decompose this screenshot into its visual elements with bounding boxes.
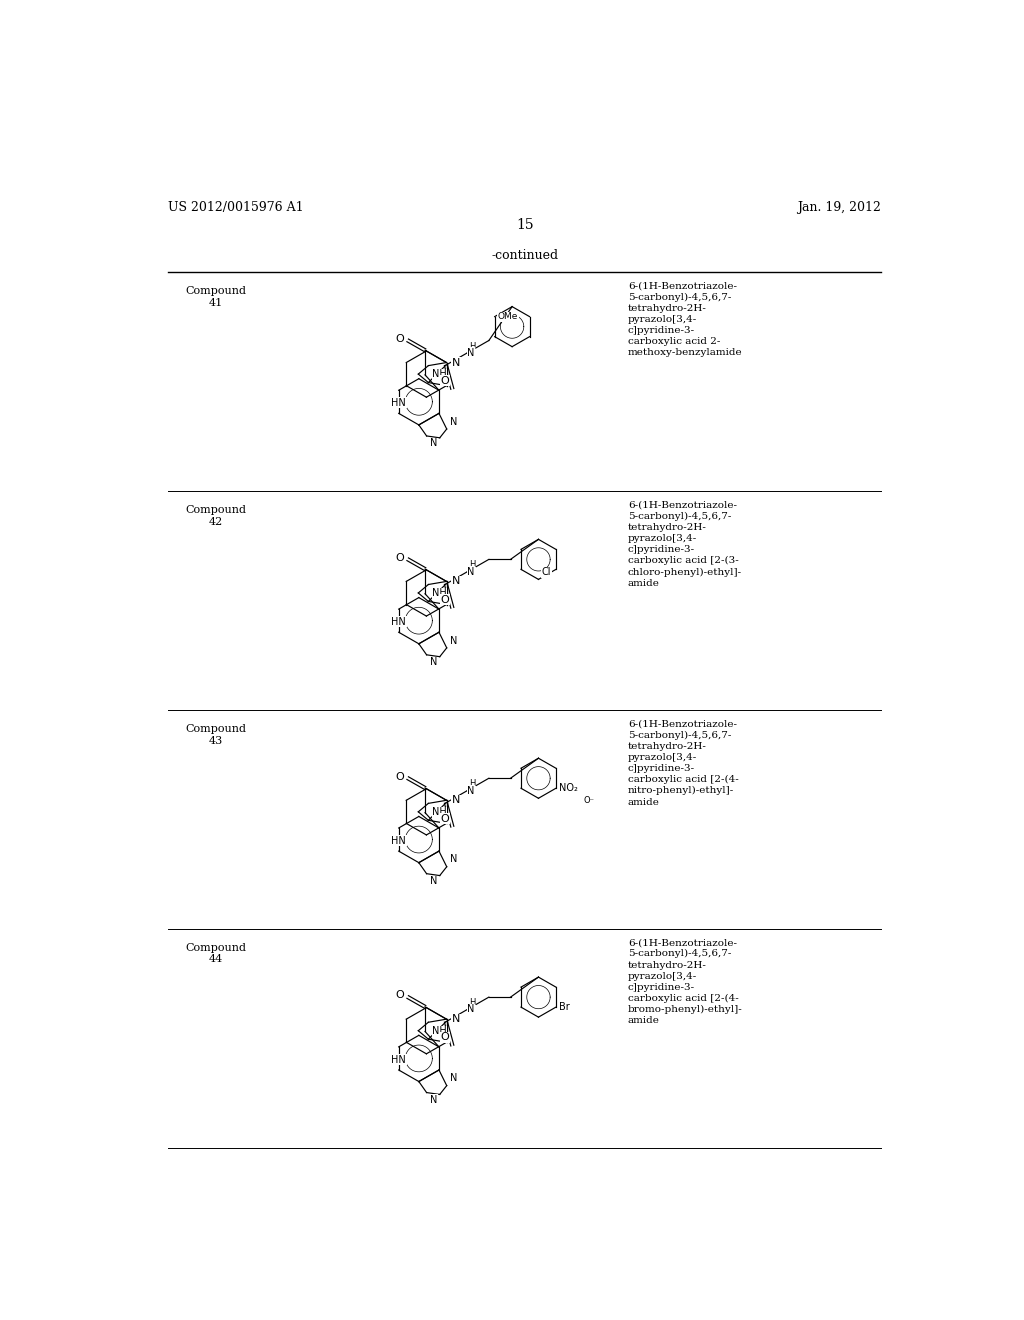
Text: N: N [450, 417, 457, 426]
Text: N: N [432, 1026, 439, 1036]
Text: O: O [440, 376, 450, 385]
Text: NO₂: NO₂ [559, 783, 578, 793]
Text: Compound
43: Compound 43 [185, 723, 247, 746]
Text: O: O [440, 1032, 450, 1043]
Text: H: H [469, 561, 475, 569]
Text: HN: HN [391, 1055, 407, 1065]
Text: OMe: OMe [498, 312, 518, 321]
Text: N: N [432, 370, 439, 379]
Text: O⁻: O⁻ [583, 796, 594, 805]
Text: HN: HN [391, 616, 407, 627]
Text: N: N [467, 566, 475, 577]
Text: N: N [430, 438, 437, 449]
Text: HN: HN [391, 397, 407, 408]
Text: H: H [469, 779, 475, 788]
Text: US 2012/0015976 A1: US 2012/0015976 A1 [168, 201, 304, 214]
Text: Br: Br [559, 1002, 569, 1012]
Text: Compound
42: Compound 42 [185, 506, 247, 527]
Text: O: O [396, 553, 404, 562]
Text: NH: NH [432, 370, 447, 379]
Text: N: N [432, 589, 439, 598]
Text: N: N [450, 854, 457, 865]
Text: 15: 15 [516, 218, 534, 232]
Text: O: O [440, 813, 450, 824]
Text: N: N [452, 358, 461, 367]
Text: N: N [450, 635, 457, 645]
Text: NH: NH [432, 808, 447, 817]
Text: N: N [430, 657, 437, 667]
Text: H: H [469, 342, 475, 351]
Text: Cl: Cl [542, 568, 551, 577]
Text: N: N [452, 795, 461, 805]
Text: 6-(1H-Benzotriazole-
5-carbonyl)-4,5,6,7-
tetrahydro-2H-
pyrazolo[3,4-
c]pyridin: 6-(1H-Benzotriazole- 5-carbonyl)-4,5,6,7… [628, 939, 742, 1026]
Text: N: N [430, 1094, 437, 1105]
Text: N: N [467, 1005, 475, 1015]
Text: 6-(1H-Benzotriazole-
5-carbonyl)-4,5,6,7-
tetrahydro-2H-
pyrazolo[3,4-
c]pyridin: 6-(1H-Benzotriazole- 5-carbonyl)-4,5,6,7… [628, 719, 738, 807]
Text: NH: NH [432, 1026, 447, 1036]
Text: O: O [396, 334, 404, 343]
Text: O: O [396, 990, 404, 1001]
Text: NH: NH [432, 589, 447, 598]
Text: 6-(1H-Benzotriazole-
5-carbonyl)-4,5,6,7-
tetrahydro-2H-
pyrazolo[3,4-
c]pyridin: 6-(1H-Benzotriazole- 5-carbonyl)-4,5,6,7… [628, 500, 742, 587]
Text: H: H [469, 998, 475, 1007]
Text: Compound
44: Compound 44 [185, 942, 247, 965]
Text: N: N [467, 785, 475, 796]
Text: Jan. 19, 2012: Jan. 19, 2012 [798, 201, 882, 214]
Text: N: N [430, 876, 437, 886]
Text: N: N [467, 348, 475, 358]
Text: -continued: -continued [492, 249, 558, 263]
Text: O: O [440, 595, 450, 605]
Text: N: N [452, 1014, 461, 1024]
Text: 6-(1H-Benzotriazole-
5-carbonyl)-4,5,6,7-
tetrahydro-2H-
pyrazolo[3,4-
c]pyridin: 6-(1H-Benzotriazole- 5-carbonyl)-4,5,6,7… [628, 281, 742, 358]
Text: N: N [450, 1073, 457, 1084]
Text: HN: HN [391, 836, 407, 846]
Text: O: O [396, 772, 404, 781]
Text: Compound
41: Compound 41 [185, 286, 247, 308]
Text: N: N [432, 808, 439, 817]
Text: N: N [452, 577, 461, 586]
